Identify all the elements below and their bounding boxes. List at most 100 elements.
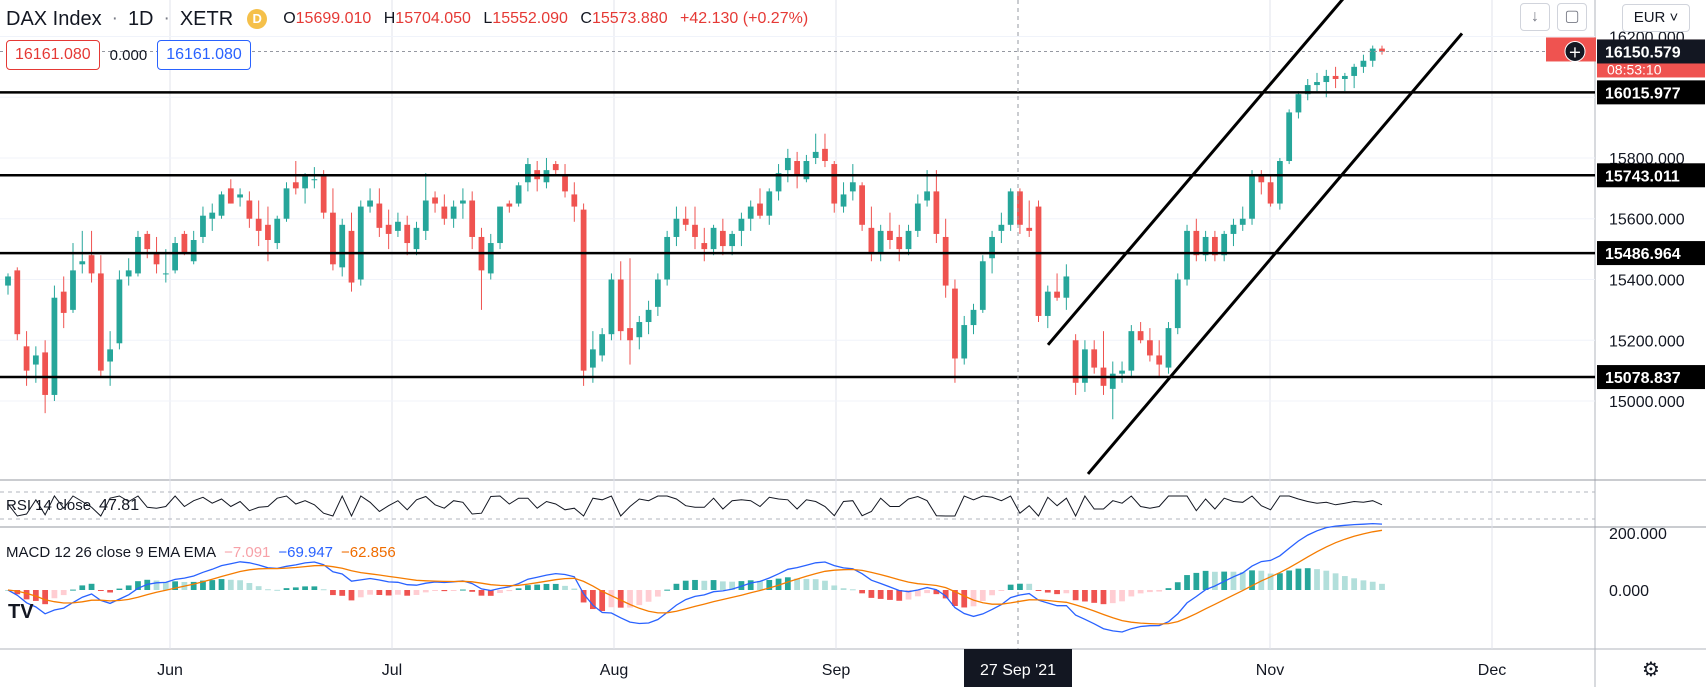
candle-body [413,227,420,250]
candle-body [246,200,253,219]
macd-histogram-bar [487,590,494,596]
macd-histogram-bar [534,584,541,590]
macd-histogram-bar [1314,569,1320,590]
macd-histogram-bar [989,590,995,596]
candle-body [608,279,615,335]
fullscreen-icon[interactable]: ▢ [1557,3,1587,31]
crosshair-date-tag [964,649,1072,687]
macd-histogram-bar [775,578,782,590]
interval-label[interactable]: 1D [127,7,154,30]
change-value: +42.130 (+0.27%) [680,10,809,27]
macd-histogram-bar [1369,581,1376,590]
macd-histogram-bar [840,588,847,590]
candle-body [747,206,754,219]
candle-body [227,188,234,204]
month-label: Jul [382,662,402,679]
candle-body [979,261,986,310]
candle-body [125,270,132,277]
currency-select[interactable]: EUR ˅ [1622,4,1690,32]
candle-body [552,164,559,171]
candle-body [571,194,578,207]
candle-body [1063,276,1070,298]
candle-body [757,203,763,216]
candle-body [292,182,299,189]
macd-histogram-bar [153,580,160,590]
macd-axis-label: 0.000 [1609,583,1649,600]
macd-label: MACD 12 26 close 9 EMA EMA [6,544,217,561]
macd-histogram-bar [302,586,308,590]
crosshair-date-label: 27 Sep '21 [980,662,1056,679]
candle-body [367,200,373,207]
macd-histogram-bar [701,580,708,590]
macd-histogram-bar [1109,590,1116,604]
macd-histogram-bar [14,590,21,595]
download-icon[interactable]: ↓ [1520,3,1550,31]
candle-body [422,200,429,231]
level-tag-label: 15486.964 [1605,246,1681,263]
candle-body [460,200,466,204]
macd-histogram-bar [1165,588,1172,590]
macd-histogram-bar [654,590,661,597]
candle-body [1323,75,1330,83]
macd-histogram-bar [664,589,671,591]
candle-body [617,279,624,332]
macd-histogram-bar [710,580,717,590]
macd-histogram-bar [190,581,197,590]
candle-body [664,236,671,280]
candle-body [432,197,438,204]
level-tag [1597,241,1705,266]
candle-body [385,224,392,234]
last-price-label: 16150.579 [1605,44,1681,61]
candle-body [190,240,197,262]
macd-histogram-bar [682,580,689,590]
candle-body [1295,94,1302,113]
macd-histogram-bar [868,590,875,598]
candle-body [1165,328,1172,368]
candle-body [1379,48,1385,52]
symbol-header: DAX Index · 1D · XETR D O15699.010 H1570… [6,6,816,32]
macd-histogram-bar [404,590,411,596]
macd-histogram-bar [729,581,736,590]
candle-body [1351,66,1358,76]
macd-histogram-bar [1017,583,1023,590]
macd-histogram-bar [738,581,745,590]
candle-body [404,224,411,244]
candle-body [525,164,531,183]
candle-body [1304,85,1311,95]
macd-histogram-bar [1174,582,1181,590]
macd-histogram-bar [274,589,281,591]
macd-histogram-bar [265,589,271,591]
candle-body [1221,233,1228,256]
symbol-name[interactable]: DAX Index [6,7,102,30]
macd-histogram-bar [822,580,828,590]
spread-value: 0.000 [109,46,148,64]
candle-body [1258,176,1265,183]
macd-histogram-bar [942,590,949,599]
candle-body [1314,82,1320,86]
candle-body [794,161,800,177]
channel-upper-line [1046,0,1345,346]
delayed-badge[interactable]: D [247,9,268,29]
quote-boxes: 16161.080 0.000 16161.080 [6,40,251,70]
candle-body [42,352,49,395]
candle-body [162,273,169,275]
candle-body [32,355,39,365]
candle-body [395,221,401,231]
macd-histogram-bar [88,583,95,590]
macd-histogram-bar [515,588,522,590]
candle-body [627,328,633,341]
candle-body [692,224,698,237]
macd-histogram-bar [1304,568,1311,590]
candle-body [107,349,113,362]
sell-price-box[interactable]: 16161.080 [6,40,100,70]
macd-histogram-bar [896,590,903,601]
high-value: 15704.050 [395,10,471,27]
buy-price-box[interactable]: 16161.080 [157,40,251,70]
candle-body [673,218,680,237]
level-tag [1597,80,1705,105]
month-label: Nov [1256,662,1284,679]
macd-histogram-bar [70,589,76,591]
candle-body [450,206,457,219]
candle-body [914,203,921,231]
